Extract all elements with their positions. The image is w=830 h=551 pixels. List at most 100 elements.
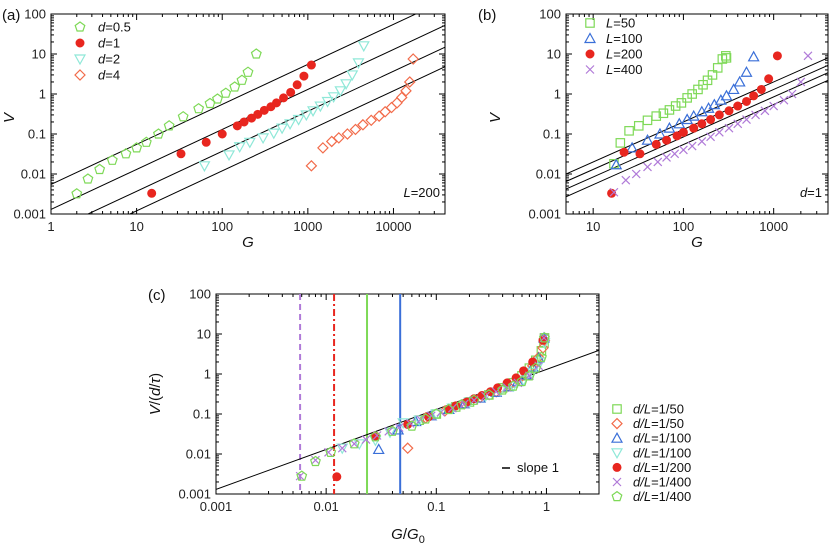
legend-marker: [612, 477, 622, 487]
legend-label: d/L=1/50: [633, 402, 684, 417]
data-point: [299, 71, 309, 81]
legend-value: =1/200: [651, 460, 691, 475]
data-point: [662, 135, 672, 145]
data-point: [348, 438, 360, 449]
data-point: [391, 97, 403, 109]
data-point: [257, 133, 270, 145]
legend-marker: [585, 65, 595, 74]
data-point: [407, 53, 420, 65]
y-tick-label: 10: [547, 47, 561, 62]
x-tick-label: 100: [673, 219, 695, 234]
data-point: [314, 101, 327, 113]
legend-label: d/L=1/400: [633, 475, 691, 490]
legend-label: d/L=1/200: [633, 460, 691, 475]
legend-marker: [585, 49, 595, 59]
panel-c-y-label-open: /(: [147, 396, 164, 405]
y-tick-label: 100: [189, 287, 211, 302]
data-point: [71, 188, 83, 199]
panel-b-x-label: G: [691, 234, 703, 251]
legend-marker: [612, 404, 622, 414]
legend-marker: [74, 21, 86, 32]
legend-var: d: [98, 52, 106, 67]
y-tick-label: 0.1: [543, 127, 561, 142]
data-point: [749, 91, 759, 101]
data-point: [193, 102, 205, 114]
data-point: [619, 147, 629, 157]
data-point: [678, 127, 688, 137]
legend-var: L: [606, 47, 613, 62]
y-tick-label: 10: [32, 47, 46, 62]
legend-label: d/L=1/100: [633, 445, 691, 460]
legend-label: d=4: [98, 68, 120, 83]
panel-c-x-label-g: G: [391, 526, 403, 543]
legend-value: =1/400: [651, 475, 691, 490]
panel-c-x-ticks: 0.001 0.01 0.1 1: [200, 294, 600, 514]
data-point: [670, 101, 681, 111]
data-point: [403, 76, 416, 88]
data-point: [147, 188, 157, 198]
legend-value: =50: [613, 16, 635, 31]
panel-c-y-label-d: d: [147, 387, 164, 396]
data-point: [610, 158, 623, 170]
panel-a-legend: d=0.5d=1d=2d=4: [73, 20, 131, 83]
data-point: [357, 118, 369, 131]
legend-marker: [583, 32, 597, 44]
x-tick-label: 100: [211, 219, 233, 234]
data-point: [332, 132, 345, 144]
data-point: [651, 139, 661, 149]
data-point: [94, 163, 106, 175]
data-point: [727, 83, 740, 95]
x-tick-label: 10000: [375, 219, 411, 234]
data-point: [401, 442, 414, 455]
slope-line: [128, 66, 445, 214]
data-point: [507, 380, 519, 391]
data-point: [416, 415, 426, 425]
panel-b-annotation: d=1: [800, 185, 822, 200]
data-point: [352, 58, 365, 70]
data-point: [633, 121, 644, 131]
legend-label: L=200: [606, 47, 643, 62]
data-point: [286, 87, 296, 97]
panel-b-y-ticks: 0.001 0.01 0.1 1 10 100: [528, 7, 828, 222]
data-point: [626, 141, 639, 153]
slope-line: [86, 46, 445, 214]
y-tick-label: 1: [554, 87, 561, 102]
data-point: [336, 443, 349, 455]
data-point: [386, 425, 398, 436]
legend-var: d/L: [633, 416, 651, 431]
data-point: [211, 93, 223, 104]
panel-c-legend: d/L=1/50d/L=1/50d/L=1/100d/L=1/100d/L=1/…: [610, 402, 691, 504]
data-point: [535, 351, 547, 362]
data-point: [741, 96, 751, 106]
data-point: [468, 394, 480, 405]
data-point: [296, 470, 308, 481]
data-point: [756, 84, 766, 94]
panel-c-y-label: V/(d/τ): [147, 373, 164, 415]
data-point: [346, 70, 359, 82]
y-tick-label: 0.001: [13, 207, 46, 222]
data-point: [733, 119, 743, 129]
data-point: [687, 141, 697, 151]
data-point: [456, 399, 468, 410]
data-point: [678, 145, 688, 155]
data-point: [526, 367, 539, 379]
data-point: [242, 66, 254, 77]
data-point: [334, 86, 347, 98]
data-point: [706, 132, 716, 142]
legend-marker: [610, 448, 624, 460]
panel-b-frame: [565, 13, 829, 215]
legend-var: d/L: [633, 445, 651, 460]
data-point: [523, 370, 535, 381]
legend-value: =200: [613, 47, 642, 62]
legend-value: =1/400: [651, 489, 691, 504]
panel-b-annotation-var: d: [800, 185, 808, 200]
legend-label: d/L=1/100: [633, 431, 691, 446]
x-tick-label: 0.001: [200, 499, 233, 514]
data-point: [361, 435, 371, 444]
data-point: [332, 472, 342, 482]
data-point: [372, 443, 385, 455]
panel-c-x-label-sub: 0: [419, 534, 425, 546]
panel-a-annotation-var: L: [403, 185, 410, 200]
data-point: [406, 420, 418, 431]
